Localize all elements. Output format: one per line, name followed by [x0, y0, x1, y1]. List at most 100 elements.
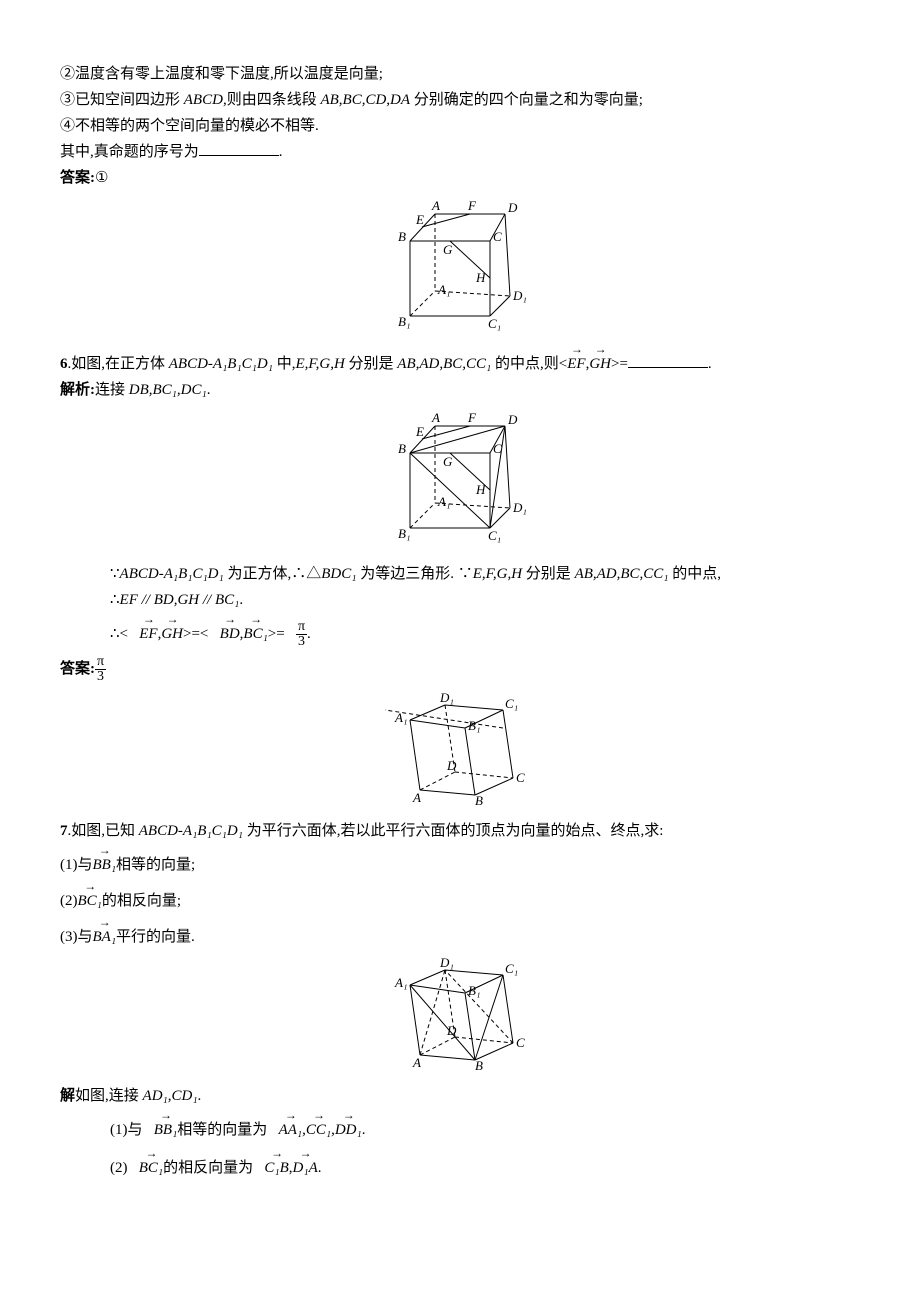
s3e: 分别确定的四个向量之和为零向量; — [410, 92, 643, 108]
svg-text:A: A — [412, 1055, 421, 1070]
q7-p1a: (1)与 — [60, 857, 93, 873]
q6-num: 6 — [60, 356, 68, 372]
q6-ans-frac: π3 — [95, 655, 106, 684]
prompt-text: 其中,真命题的序号为 — [60, 144, 199, 160]
q6-cv3: BD — [220, 620, 240, 646]
q7-p1v: BB₁ — [93, 851, 117, 877]
svg-text:B₁: B₁ — [468, 718, 480, 733]
q6-sol-line: 解析:连接 DB,BC₁,DC₁. — [60, 378, 860, 402]
q7-p1: (1)与BB₁相等的向量; — [60, 851, 860, 877]
svg-text:D: D — [507, 412, 518, 427]
q7-a2v1: C₁B — [264, 1154, 288, 1180]
blank-2 — [628, 352, 708, 368]
q6-pb: 为正方体,∴△ — [224, 566, 322, 582]
figure-para-1: A₁ D₁ C₁ B₁ A D C B — [60, 690, 860, 813]
lbl-B1: B₁ — [398, 314, 410, 329]
svg-text:C₁: C₁ — [488, 528, 501, 543]
svg-text:C: C — [516, 1035, 525, 1050]
q7-p1b: 相等的向量; — [116, 857, 195, 873]
q6-p2a: ∴ — [110, 592, 120, 608]
q7-p3v: BA₁ — [93, 923, 117, 949]
svg-text:A: A — [412, 790, 421, 805]
svg-text:D₁: D₁ — [439, 690, 454, 705]
q6-sol-b: DB,BC₁,DC₁ — [129, 382, 207, 398]
q6-d: 的中点,则< — [491, 356, 567, 372]
q6-cv2: GH — [161, 620, 183, 646]
q7-b: 为平行六面体,若以此平行六面体的顶点为向量的始点、终点,求: — [243, 823, 663, 839]
figure-cube-1: A D C B E F G H A₁ D₁ C₁ B₁ — [60, 196, 860, 344]
lbl-H: H — [475, 270, 486, 285]
q7-p2b: 的相反向量; — [102, 893, 181, 909]
q7-ans-2: (2) BC₁的相反向量为 C₁B,D₁A. — [60, 1154, 860, 1180]
q7-a2a: (2) — [110, 1160, 128, 1176]
svg-text:B: B — [475, 1058, 483, 1070]
svg-text:E: E — [415, 424, 424, 439]
q7-p3a: (3)与 — [60, 929, 93, 945]
answer-1: 答案:① — [60, 166, 860, 190]
q6-stem: 6.如图,在正方体 ABCD-A₁B₁C₁D₁ 中,E,F,G,H 分别是 AB… — [60, 350, 860, 376]
q6-efgh: E,F,G,H — [295, 356, 344, 372]
q6-frac-n: π — [296, 620, 307, 635]
q7-a1v2: CC₁ — [306, 1116, 331, 1142]
lbl-A: A — [431, 198, 440, 213]
q7-a2v: BC₁ — [139, 1154, 163, 1180]
q6-proof-2: ∴EF // BD,GH // BC₁. — [60, 588, 860, 612]
q6-sol-a: 连接 — [95, 382, 129, 398]
svg-text:B: B — [475, 793, 483, 805]
q7-p2a: (2) — [60, 893, 78, 909]
svg-text:D: D — [446, 758, 457, 773]
prompt-line: 其中,真命题的序号为. — [60, 140, 860, 164]
q6-a: .如图,在正方体 — [68, 356, 169, 372]
q7-sol-label: 解 — [60, 1088, 75, 1104]
q7-a2v2: D₁A — [293, 1154, 318, 1180]
figure-para-2: A₁ D₁ C₁ B₁ A D C B — [60, 955, 860, 1078]
q6-v1: EF — [567, 350, 585, 376]
s3b: ABCD — [184, 92, 223, 108]
lbl-F: F — [467, 198, 477, 213]
blank-1 — [199, 140, 279, 156]
q7-a1a: (1)与 — [110, 1122, 143, 1138]
q6-pe: E,F,G,H — [473, 566, 522, 582]
q6-cv1: EF — [139, 620, 157, 646]
q6-frac: π3 — [296, 620, 307, 649]
q6-v2: GH — [589, 350, 611, 376]
q7-sol-b: AD₁,CD₁ — [143, 1088, 198, 1104]
s3c: ,则由四条线段 — [223, 92, 321, 108]
q7-a1v1: AA₁ — [279, 1116, 303, 1142]
q7-p2v: BC₁ — [78, 887, 102, 913]
s3a: ③已知空间四边形 — [60, 92, 184, 108]
lbl-A1: A₁ — [437, 282, 450, 297]
svg-text:D₁: D₁ — [439, 955, 454, 970]
q7-a2b: 的相反向量为 — [163, 1160, 253, 1176]
q7-p2: (2)BC₁的相反向量; — [60, 887, 860, 913]
lbl-G: G — [443, 242, 453, 257]
q6-cb: >=< — [183, 626, 208, 642]
svg-text:C₁: C₁ — [505, 696, 518, 711]
svg-text:C: C — [516, 770, 525, 785]
q6-pd: 为等边三角形. ∵ — [356, 566, 472, 582]
svg-text:D: D — [446, 1023, 457, 1038]
q6-p2b: EF // BD,GH // BC₁ — [120, 592, 240, 608]
q7-a1v3: DD₁ — [335, 1116, 362, 1142]
svg-text:D₁: D₁ — [512, 500, 527, 515]
ans-label-1: 答案: — [60, 170, 95, 186]
figure-cube-2: A D C B E F G H A₁ D₁ C₁ B₁ — [60, 408, 860, 556]
q6-ans-label: 答案: — [60, 661, 95, 677]
q6-cc: >= — [268, 626, 285, 642]
lbl-D: D — [507, 200, 518, 215]
q7-a1b: 相等的向量为 — [177, 1122, 267, 1138]
q6-b: 中, — [273, 356, 296, 372]
q7-a: .如图,已知 — [68, 823, 139, 839]
q6-cv4: BC₁ — [243, 620, 267, 646]
q6-answer: 答案:π3 — [60, 655, 860, 684]
statement-3: ③已知空间四边形 ABCD,则由四条线段 AB,BC,CD,DA 分别确定的四个… — [60, 88, 860, 112]
ans-val-1: ① — [95, 170, 108, 186]
lbl-C1: C₁ — [488, 316, 501, 331]
q6-mids: AB,AD,BC,CC₁ — [397, 356, 491, 372]
q6-cube: ABCD-A₁B₁C₁D₁ — [169, 356, 273, 372]
svg-text:B₁: B₁ — [398, 526, 410, 541]
q7-p3b: 平行的向量. — [116, 929, 195, 945]
svg-text:A₁: A₁ — [394, 975, 407, 990]
q7-a1v: BB₁ — [154, 1116, 178, 1142]
svg-text:F: F — [467, 410, 477, 425]
